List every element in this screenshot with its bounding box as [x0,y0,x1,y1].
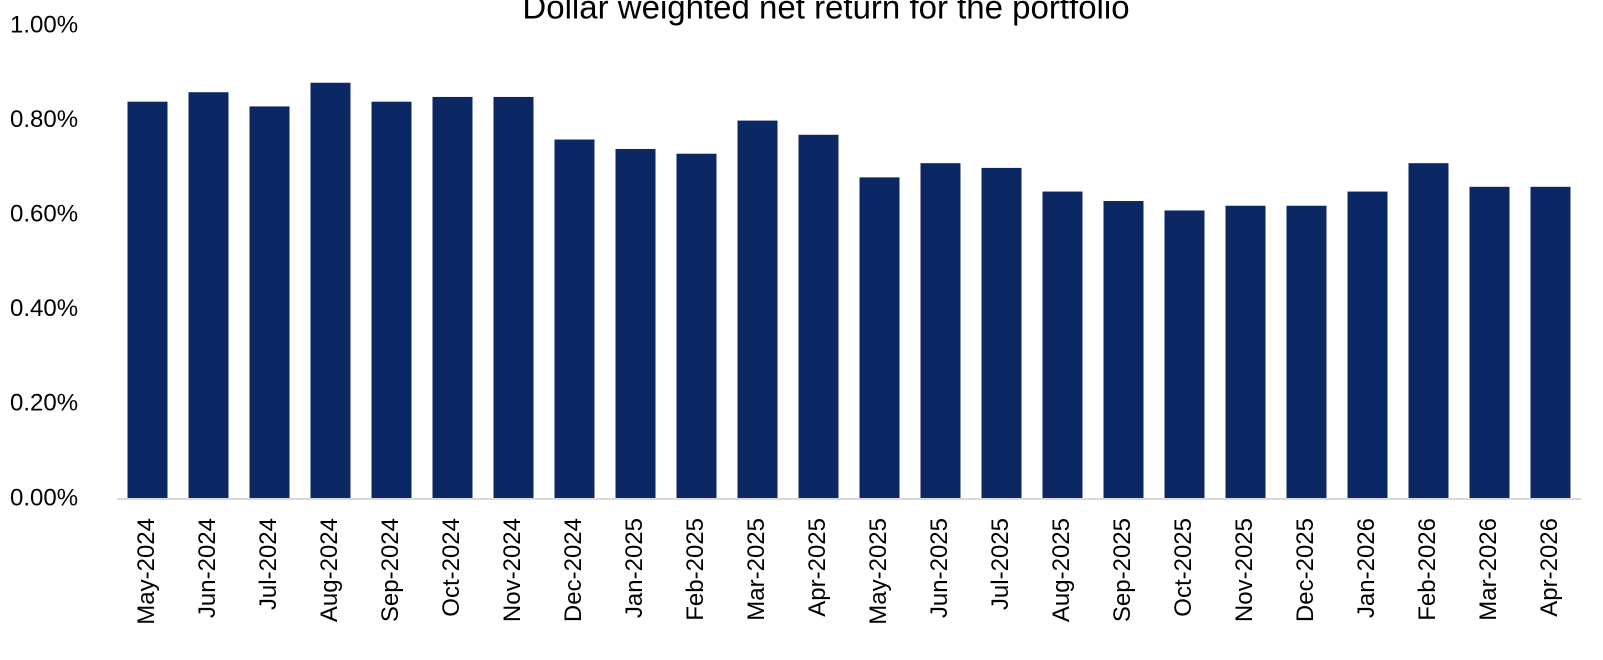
bar [1164,210,1205,499]
bar [1042,191,1083,500]
bar [554,139,595,499]
y-tick-label: 1.00% [10,11,78,38]
bar [493,96,534,499]
bar [188,92,229,499]
x-tick-label: Jul-2025 [987,518,1014,610]
bar [1103,201,1144,499]
y-tick-label: 0.80% [10,106,78,133]
x-tick-label: Apr-2026 [1536,518,1563,617]
x-tick-label: Aug-2025 [1048,518,1075,622]
bar [1225,205,1266,500]
bar [1530,186,1571,499]
x-tick-label: May-2025 [865,518,892,625]
bar [920,163,961,500]
bar [1469,186,1510,499]
x-tick-label: Oct-2024 [438,518,465,617]
x-tick-label: Jun-2025 [926,518,953,618]
bar [676,153,717,499]
x-tick-label: Mar-2026 [1475,518,1502,621]
bar [1408,163,1449,500]
bar [615,148,656,500]
chart-title: Dollar weighted net return for the portf… [522,0,1129,26]
x-tick-label: Nov-2024 [499,518,526,622]
bar [737,120,778,499]
bar [249,106,290,499]
bar [798,134,839,500]
y-tick-label: 0.20% [10,390,78,417]
y-tick-label: 0.60% [10,201,78,228]
y-tick-label: 0.40% [10,295,78,322]
x-tick-label: Oct-2025 [1170,518,1197,617]
x-tick-label: Mar-2025 [743,518,770,621]
bar [859,177,900,500]
bar [1286,205,1327,500]
bar [432,96,473,499]
x-tick-label: Dec-2025 [1292,518,1319,622]
x-tick-label: Jan-2025 [621,518,648,618]
x-tick-label: Feb-2025 [682,518,709,621]
x-tick-label: Sep-2024 [377,518,404,622]
bar [981,167,1022,499]
y-tick-label: 0.00% [10,484,78,511]
x-tick-label: Feb-2026 [1414,518,1441,621]
x-tick-label: Jul-2024 [255,518,282,610]
x-tick-label: Aug-2024 [316,518,343,622]
bar [127,101,168,500]
bar [371,101,412,500]
x-tick-label: May-2024 [133,518,160,625]
x-tick-label: Jan-2026 [1353,518,1380,618]
x-tick-label: Jun-2024 [194,518,221,618]
x-tick-label: Nov-2025 [1231,518,1258,622]
x-tick-label: Sep-2025 [1109,518,1136,622]
bar [310,82,351,499]
x-tick-label: Dec-2024 [560,518,587,622]
x-tick-label: Apr-2025 [804,518,831,617]
bar [1347,191,1388,500]
